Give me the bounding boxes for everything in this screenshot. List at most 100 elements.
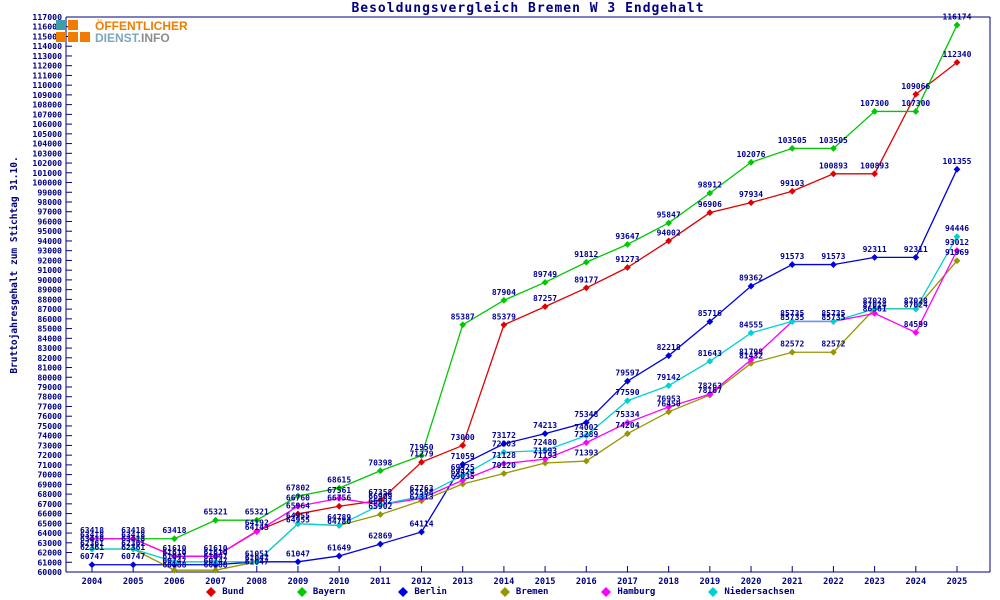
x-tick-label: 2021	[782, 577, 803, 587]
point-label: 103505	[819, 136, 848, 145]
y-tick-label: 102000	[32, 158, 62, 168]
point-label: 62361	[121, 539, 145, 548]
legend-item-berlin[interactable]: Berlin	[397, 586, 447, 598]
point-label: 65902	[368, 502, 392, 511]
series-berlin	[88, 165, 961, 569]
point-label: 63418	[162, 526, 186, 535]
point-label: 65321	[245, 508, 269, 517]
legend-marker	[398, 587, 409, 597]
point-label: 63418	[121, 535, 145, 544]
x-tick-label: 2025	[947, 577, 968, 587]
series-line	[92, 169, 958, 566]
point-label: 61610	[162, 544, 186, 553]
y-tick-label: 75000	[37, 421, 62, 431]
point-label: 60188	[162, 561, 186, 570]
legend-label: Berlin	[414, 587, 447, 597]
point-label: 67802	[286, 484, 310, 493]
y-tick-label: 86000	[37, 314, 62, 324]
point-label: 71279	[409, 450, 433, 459]
x-tick-label: 2019	[699, 577, 720, 587]
legend-marker	[601, 587, 612, 597]
legend-label: Bund	[222, 587, 244, 597]
point-label: 63418	[80, 535, 104, 544]
point-label: 87024	[863, 301, 887, 310]
legend-item-bayern[interactable]: Bayern	[296, 586, 345, 598]
y-tick-label: 80000	[37, 372, 62, 382]
point-label: 87028	[904, 296, 928, 305]
x-tick-label: 2008	[246, 577, 267, 587]
x-tick-label: 2020	[741, 577, 762, 587]
point-label: 75348	[574, 410, 598, 419]
point-label: 61610	[204, 548, 228, 557]
point-label: 74002	[574, 423, 598, 432]
x-tick-label: 2015	[535, 577, 556, 587]
legend-item-hamburg[interactable]: Hamburg	[600, 586, 655, 598]
point-label: 61649	[327, 543, 351, 552]
point-label: 69925	[451, 463, 475, 472]
point-label: 62361	[121, 543, 145, 552]
y-tick-label: 68000	[37, 489, 62, 499]
point-label: 66902	[368, 496, 392, 505]
point-label: 85387	[451, 312, 475, 321]
legend-label: Niedersachsen	[724, 587, 795, 597]
logo-square-orange	[56, 32, 66, 42]
logo-square-orange	[80, 32, 90, 42]
y-tick-label: 64000	[37, 528, 62, 538]
legend-marker	[296, 587, 307, 597]
point-label: 92311	[863, 245, 887, 254]
y-tick-label: 101000	[32, 168, 62, 178]
y-tick-label: 60000	[37, 567, 62, 577]
point-label: 85735	[780, 309, 804, 318]
legend-item-bremen[interactable]: Bremen	[499, 586, 548, 598]
legend-item-niedersachsen[interactable]: Niedersachsen	[707, 586, 795, 598]
point-label: 61047	[204, 552, 228, 561]
point-label: 64192	[245, 519, 269, 528]
x-tick-label: 2012	[411, 577, 432, 587]
point-label: 73289	[574, 430, 598, 439]
point-label: 91812	[574, 250, 598, 259]
y-tick-label: 93000	[37, 246, 62, 256]
point-label: 100893	[860, 161, 889, 170]
y-tick-label: 87000	[37, 304, 62, 314]
point-label: 85379	[492, 312, 516, 321]
point-label: 93012	[945, 238, 969, 247]
x-tick-label: 2011	[370, 577, 391, 587]
legend-marker	[206, 587, 217, 597]
x-tick-label: 2006	[164, 577, 185, 587]
legend-item-bund[interactable]: Bund	[205, 586, 244, 598]
point-label: 66760	[286, 494, 310, 503]
point-label: 87024	[904, 301, 928, 310]
point-label: 85735	[780, 313, 804, 322]
point-label: 94446	[945, 224, 969, 233]
y-tick-label: 82000	[37, 353, 62, 363]
x-tick-label: 2009	[288, 577, 309, 587]
legend-marker	[708, 587, 719, 597]
point-label: 91573	[821, 252, 845, 261]
x-tick-label: 2005	[123, 577, 144, 587]
point-label: 63418	[80, 530, 104, 539]
site-logo[interactable]: ÖFFENTLICHER DIENST.INFO	[56, 20, 188, 44]
point-label: 91969	[945, 248, 969, 257]
point-label: 60747	[80, 552, 104, 561]
x-tick-label: 2024	[905, 577, 926, 587]
point-label: 63418	[121, 526, 145, 535]
point-label: 61051	[245, 549, 269, 558]
plot-border	[65, 16, 991, 573]
y-tick-label: 77000	[37, 401, 62, 411]
point-label: 89362	[739, 274, 763, 283]
point-label: 84555	[739, 320, 763, 329]
point-label: 64955	[286, 515, 310, 524]
point-label: 61047	[245, 553, 269, 562]
point-label: 85735	[821, 313, 845, 322]
y-tick-label: 73000	[37, 440, 62, 450]
point-label: 61610	[204, 544, 228, 553]
point-label: 71128	[492, 451, 516, 460]
y-tick-label: 94000	[37, 236, 62, 246]
point-label: 62361	[80, 543, 104, 552]
series-niedersachsen	[88, 233, 961, 566]
y-tick-label: 117000	[32, 12, 62, 22]
point-label: 81432	[739, 351, 763, 360]
point-label: 72303	[492, 440, 516, 449]
x-tick-label: 2013	[452, 577, 473, 587]
